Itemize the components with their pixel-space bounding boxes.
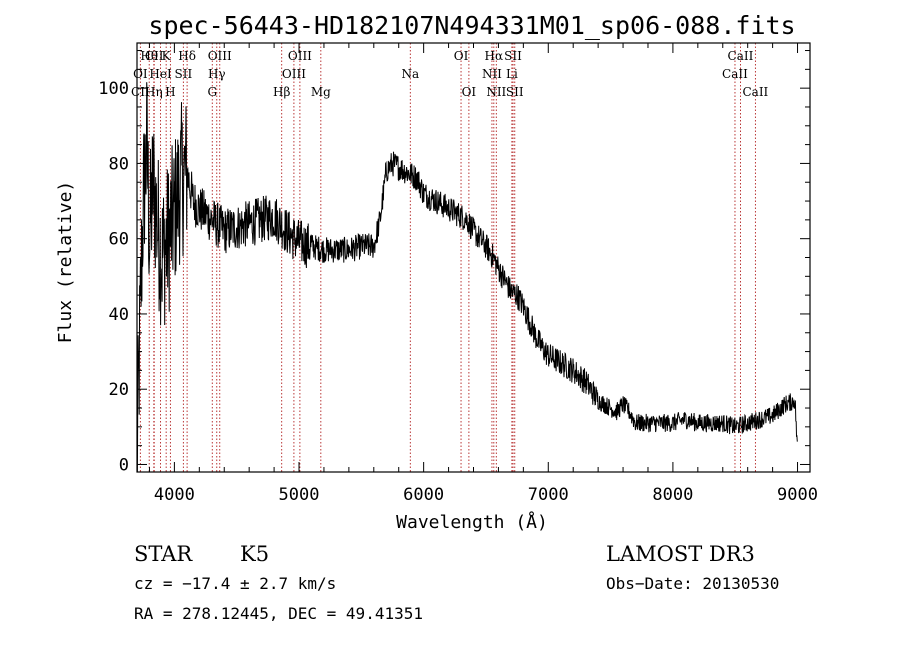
- spectrum-group: [136, 82, 798, 473]
- x-tick-label: 6000: [403, 485, 444, 505]
- line-marker-label: Hβ: [273, 85, 290, 99]
- line-marker-label: CaII: [728, 49, 754, 63]
- line-marker-label: H: [165, 85, 175, 99]
- line-marker-label: OIII: [282, 67, 306, 81]
- line-marker-label: Mg: [311, 85, 331, 99]
- y-tick-label: 60: [109, 230, 129, 250]
- line-marker-label: Hα: [485, 49, 504, 63]
- line-marker-label: SII: [504, 49, 522, 63]
- line-marker-label: G: [207, 85, 217, 99]
- line-marker-label: Li: [506, 67, 518, 81]
- x-tick-label: 8000: [652, 485, 693, 505]
- axis-ticks: 4000 5000 6000 7000 8000 9000 0 20 40 60 80 100: [98, 43, 818, 505]
- line-marker-label: SII: [506, 85, 524, 99]
- y-tick-label: 100: [98, 79, 129, 99]
- line-marker-label: CaII: [742, 85, 768, 99]
- line-marker-label: OIII: [288, 49, 312, 63]
- y-tick-label: 80: [109, 154, 129, 174]
- x-tick-label: 5000: [279, 485, 320, 505]
- x-axis-label: Wavelength (Å): [396, 511, 548, 533]
- spectrum-line: [136, 82, 798, 473]
- plot-frame: [136, 42, 811, 473]
- line-marker-label: NII: [486, 85, 506, 99]
- line-marker-label: Hδ: [178, 49, 196, 63]
- line-marker-label: Hθ: [140, 49, 158, 63]
- line-marker-label: SII: [175, 67, 193, 81]
- x-tick-label: 7000: [528, 485, 569, 505]
- y-tick-label: 40: [109, 305, 129, 325]
- line-marker-label: OI: [454, 49, 469, 63]
- y-tick-label: 0: [119, 455, 129, 475]
- redshift-cz: cz = −17.4 ± 2.7 km/s: [134, 574, 336, 593]
- line-marker-label: CII: [145, 49, 164, 63]
- survey-name: LAMOST DR3: [606, 542, 755, 566]
- line-marker-label: K: [162, 49, 172, 63]
- obs-date: Obs−Date: 20130530: [606, 574, 779, 593]
- coordinates: RA = 278.12445, DEC = 49.41351: [134, 604, 423, 623]
- y-tick-label: 20: [109, 380, 129, 400]
- subclass: K5: [240, 542, 269, 566]
- line-marker-label: HeI: [149, 67, 172, 81]
- line-markers: [139, 43, 756, 472]
- line-marker-label: Hη: [145, 85, 163, 99]
- line-marker-label: Hγ: [208, 67, 226, 81]
- line-marker-label: OIII: [208, 49, 232, 63]
- x-tick-label: 9000: [777, 485, 818, 505]
- line-marker-label: Na: [401, 67, 419, 81]
- line-marker-label: OI: [462, 85, 477, 99]
- y-axis-label: Flux (relative): [55, 181, 76, 344]
- object-type: STAR: [134, 542, 193, 566]
- x-tick-label: 4000: [154, 485, 195, 505]
- line-marker-label: NII: [482, 67, 502, 81]
- line-marker-label: CaII: [722, 67, 748, 81]
- chart-title: spec-56443-HD182107N494331M01_sp06-088.f…: [148, 11, 795, 40]
